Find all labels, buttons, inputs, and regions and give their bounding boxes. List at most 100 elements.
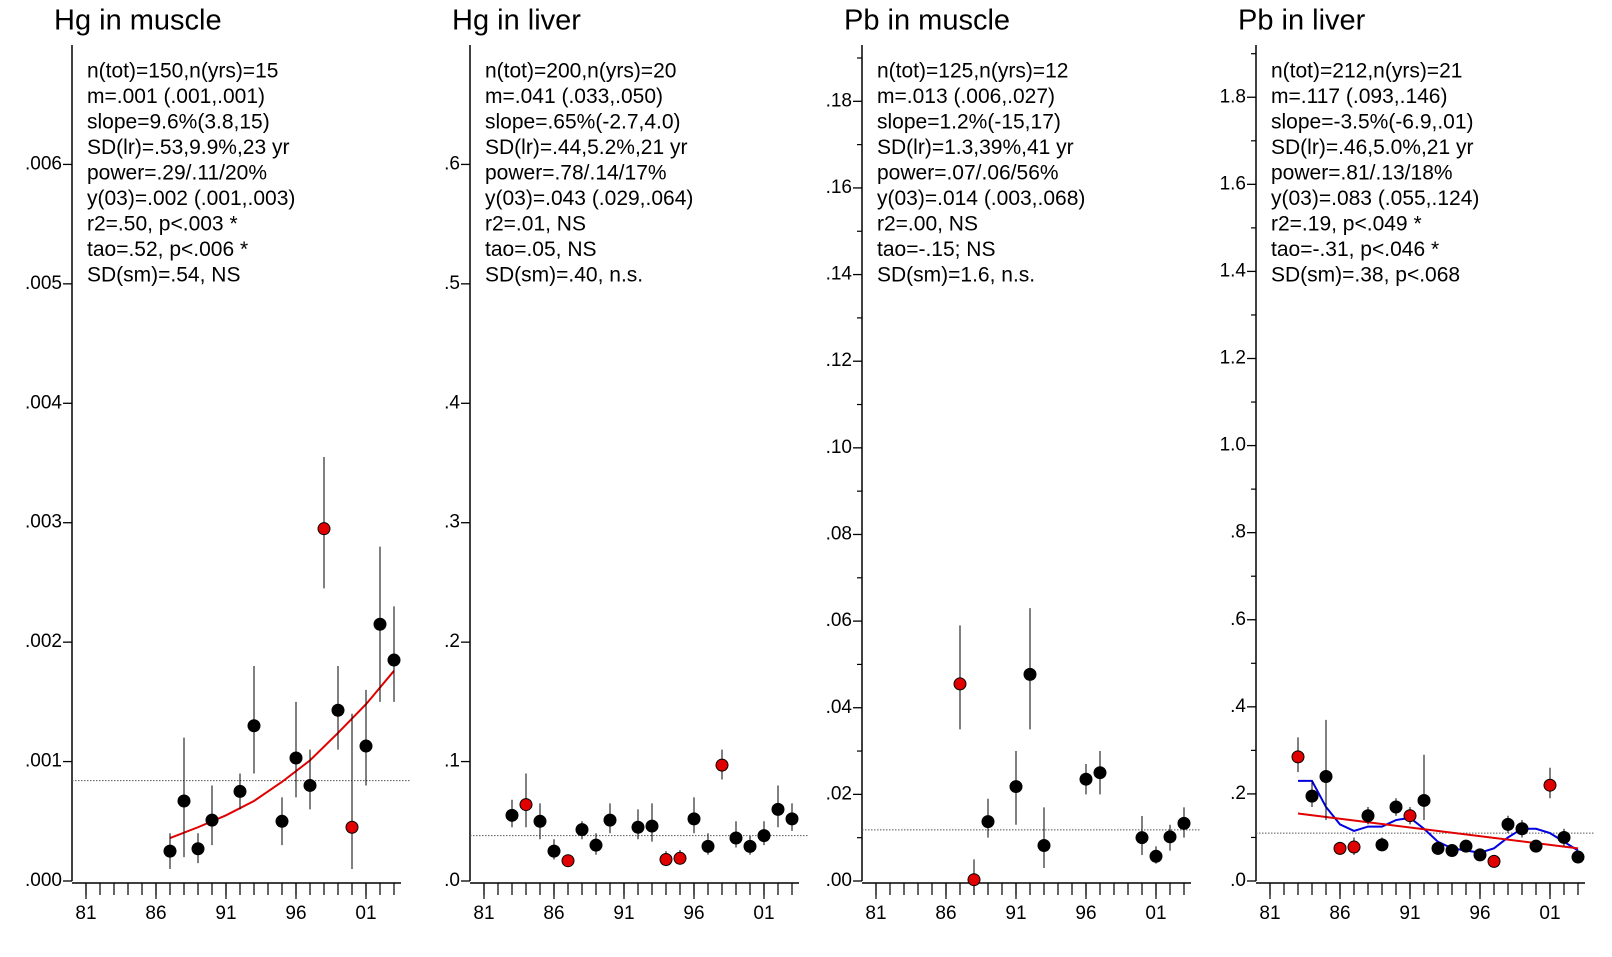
x-tick-label: 81 bbox=[865, 903, 886, 924]
mean-point bbox=[177, 794, 191, 808]
panel-title: Pb in muscle bbox=[844, 5, 1010, 37]
mean-point bbox=[603, 813, 617, 827]
mean-point bbox=[1093, 766, 1107, 780]
mean-point bbox=[1305, 789, 1319, 803]
mean-point bbox=[1291, 750, 1305, 764]
stat-line: SD(lr)=1.3,39%,41 yr bbox=[877, 136, 1074, 159]
y-tick-label: .005 bbox=[25, 273, 62, 294]
y-tick-label: .1 bbox=[444, 751, 460, 772]
y-tick-label: .5 bbox=[444, 273, 460, 294]
y-tick-label: .004 bbox=[25, 392, 62, 413]
stat-line: tao=.52, p<.006 * bbox=[87, 238, 248, 261]
y-tick-label: .0 bbox=[444, 870, 460, 891]
stat-line: m=.041 (.033,.050) bbox=[485, 85, 663, 108]
mean-point bbox=[1417, 793, 1431, 807]
stat-line: SD(sm)=.54, NS bbox=[87, 264, 240, 287]
mean-point bbox=[1529, 839, 1543, 853]
mean-point bbox=[967, 873, 981, 887]
mean-point bbox=[191, 842, 205, 856]
stat-line: power=.78/.14/17% bbox=[485, 162, 667, 185]
stat-line: y(03)=.043 (.029,.064) bbox=[485, 187, 693, 210]
x-tick-label: 01 bbox=[1145, 903, 1166, 924]
y-tick-label: .14 bbox=[826, 264, 853, 285]
mean-point bbox=[1135, 831, 1149, 845]
y-tick-label: .16 bbox=[826, 177, 852, 198]
mean-point bbox=[1347, 840, 1361, 854]
mean-point bbox=[1333, 841, 1347, 855]
mean-point bbox=[1079, 772, 1093, 786]
mean-point bbox=[373, 617, 387, 631]
y-tick-label: .04 bbox=[826, 697, 853, 718]
x-tick-label: 96 bbox=[683, 903, 704, 924]
mean-point bbox=[163, 844, 177, 858]
y-tick-label: 1.0 bbox=[1220, 435, 1246, 456]
stat-line: tao=.05, NS bbox=[485, 238, 597, 261]
x-tick-label: 86 bbox=[935, 903, 956, 924]
mean-point bbox=[701, 839, 715, 853]
mean-point bbox=[561, 854, 575, 868]
x-tick-label: 86 bbox=[543, 903, 564, 924]
stat-line: r2=.00, NS bbox=[877, 213, 978, 236]
x-tick-label: 81 bbox=[473, 903, 494, 924]
x-tick-label: 96 bbox=[1469, 903, 1490, 924]
y-tick-label: .18 bbox=[826, 90, 852, 111]
mean-point bbox=[359, 739, 373, 753]
y-tick-label: 1.2 bbox=[1220, 348, 1246, 369]
mean-point bbox=[771, 802, 785, 816]
y-tick-label: .0 bbox=[1230, 870, 1246, 891]
mean-point bbox=[205, 813, 219, 827]
mean-point bbox=[1487, 854, 1501, 868]
stat-line: SD(lr)=.46,5.0%,21 yr bbox=[1271, 136, 1474, 159]
mean-point bbox=[331, 703, 345, 717]
panel-title: Hg in muscle bbox=[54, 5, 222, 37]
stat-line: SD(lr)=.53,9.9%,23 yr bbox=[87, 136, 290, 159]
mean-point bbox=[1009, 780, 1023, 794]
mean-point bbox=[743, 839, 757, 853]
mean-point bbox=[1163, 830, 1177, 844]
stat-line: r2=.01, NS bbox=[485, 213, 586, 236]
mean-point bbox=[1459, 839, 1473, 853]
stat-line: SD(sm)=1.6, n.s. bbox=[877, 264, 1035, 287]
mean-point bbox=[589, 838, 603, 852]
y-tick-label: .002 bbox=[25, 631, 62, 652]
mean-point bbox=[289, 751, 303, 765]
mean-point bbox=[1023, 667, 1037, 681]
x-tick-label: 86 bbox=[1329, 903, 1350, 924]
x-tick-label: 01 bbox=[753, 903, 774, 924]
mean-point bbox=[303, 778, 317, 792]
stat-line: slope=-3.5%(-6.9,.01) bbox=[1271, 111, 1474, 134]
y-tick-label: .06 bbox=[826, 610, 852, 631]
y-tick-label: .08 bbox=[826, 523, 852, 544]
mean-point bbox=[1389, 800, 1403, 814]
mean-point bbox=[757, 829, 771, 843]
stat-line: m=.117 (.093,.146) bbox=[1271, 85, 1447, 108]
x-tick-label: 01 bbox=[355, 903, 376, 924]
y-tick-label: .8 bbox=[1230, 522, 1246, 543]
mean-point bbox=[729, 831, 743, 845]
mean-point bbox=[1177, 816, 1191, 830]
mean-point bbox=[387, 653, 401, 667]
x-tick-label: 91 bbox=[1005, 903, 1026, 924]
stat-line: n(tot)=150,n(yrs)=15 bbox=[87, 60, 278, 83]
stat-line: m=.001 (.001,.001) bbox=[87, 85, 265, 108]
x-tick-label: 91 bbox=[1399, 903, 1420, 924]
mean-point bbox=[953, 677, 967, 691]
mean-point bbox=[1515, 822, 1529, 836]
stat-line: slope=.65%(-2.7,4.0) bbox=[485, 111, 681, 134]
mean-point bbox=[1319, 770, 1333, 783]
mean-point bbox=[687, 812, 701, 826]
stat-line: power=.29/.11/20% bbox=[87, 162, 267, 185]
y-tick-label: .00 bbox=[826, 870, 852, 891]
y-tick-label: .2 bbox=[1230, 783, 1246, 804]
stat-line: tao=-.31, p<.046 * bbox=[1271, 238, 1439, 261]
stat-line: SD(sm)=.40, n.s. bbox=[485, 264, 643, 287]
stat-line: n(tot)=200,n(yrs)=20 bbox=[485, 60, 676, 83]
stat-line: power=.07/.06/56% bbox=[877, 162, 1059, 185]
x-tick-label: 91 bbox=[215, 903, 236, 924]
mean-point bbox=[547, 844, 561, 858]
stat-line: y(03)=.002 (.001,.003) bbox=[87, 187, 295, 210]
y-tick-label: 1.6 bbox=[1220, 173, 1246, 194]
stat-line: y(03)=.014 (.003,.068) bbox=[877, 187, 1085, 210]
